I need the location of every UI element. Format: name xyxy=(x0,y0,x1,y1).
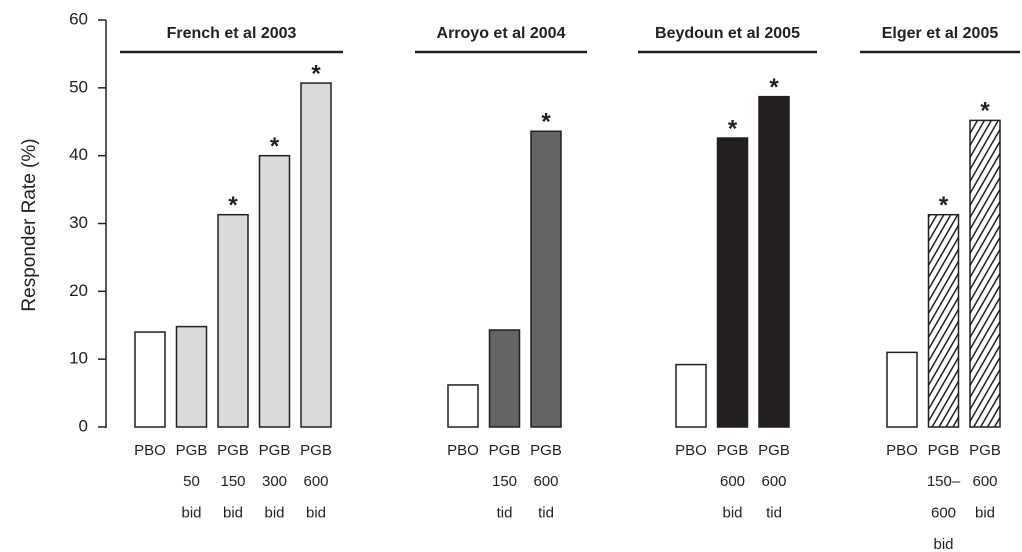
bar xyxy=(134,331,166,428)
y-tick-label: 60 xyxy=(69,9,88,28)
x-tick-label: PGB xyxy=(300,442,332,459)
x-tick-label: PBO xyxy=(886,442,918,459)
dose-label: 150 xyxy=(492,473,517,490)
bar xyxy=(530,130,562,428)
significance-star: * xyxy=(541,109,551,136)
bar xyxy=(300,82,332,428)
y-tick-label: 10 xyxy=(69,349,88,368)
dose-label: tid xyxy=(766,504,782,521)
x-tick-label: PGB xyxy=(969,442,1001,459)
x-tick-label: PBO xyxy=(447,442,479,459)
dose-label: 150– xyxy=(927,473,961,490)
x-tick-label: PGB xyxy=(717,442,749,459)
significance-star: * xyxy=(228,192,238,219)
significance-star: * xyxy=(728,115,738,142)
significance-star: * xyxy=(939,192,949,219)
dose-label: bid xyxy=(181,504,201,521)
dose-label: 600 xyxy=(533,473,558,490)
bar xyxy=(927,213,960,428)
bar xyxy=(217,213,249,428)
y-tick-label: 0 xyxy=(79,416,88,435)
bar xyxy=(716,137,749,428)
y-tick-label: 50 xyxy=(69,77,88,96)
bar xyxy=(886,351,918,428)
bar xyxy=(447,384,479,428)
significance-star: * xyxy=(311,60,321,87)
significance-star: * xyxy=(980,98,990,125)
group-title: French et al 2003 xyxy=(167,25,297,42)
y-tick-label: 30 xyxy=(69,213,88,232)
dose-label: 600 xyxy=(972,473,997,490)
bar xyxy=(675,363,707,428)
dose-label: 50 xyxy=(183,473,200,490)
dose-label: 600 xyxy=(303,473,328,490)
dose-label: 300 xyxy=(262,473,287,490)
dose-label: bid xyxy=(933,536,953,552)
dose-label: 150 xyxy=(220,473,245,490)
dose-label: 600 xyxy=(931,504,956,521)
dose-label: bid xyxy=(264,504,284,521)
x-tick-label: PGB xyxy=(259,442,291,459)
y-tick-label: 40 xyxy=(69,145,88,164)
group-title: Beydoun et al 2005 xyxy=(655,25,800,42)
x-tick-label: PGB xyxy=(489,442,521,459)
significance-star: * xyxy=(769,74,779,101)
bar xyxy=(488,329,521,428)
dose-label: 600 xyxy=(761,473,786,490)
dose-label: tid xyxy=(538,504,554,521)
bar xyxy=(969,119,1001,428)
x-tick-label: PBO xyxy=(675,442,707,459)
x-tick-label: PGB xyxy=(217,442,249,459)
x-tick-label: PGB xyxy=(758,442,790,459)
dose-label: bid xyxy=(306,504,326,521)
y-tick-label: 20 xyxy=(69,281,88,300)
dose-label: tid xyxy=(497,504,513,521)
dose-label: 600 xyxy=(720,473,745,490)
dose-label: bid xyxy=(722,504,742,521)
x-tick-label: PGB xyxy=(176,442,208,459)
bar xyxy=(175,325,208,428)
group-title: Arroyo et al 2004 xyxy=(437,25,566,42)
x-tick-label: PGB xyxy=(928,442,960,459)
x-tick-label: PBO xyxy=(134,442,166,459)
dose-label: bid xyxy=(223,504,243,521)
significance-star: * xyxy=(270,133,280,160)
bar xyxy=(758,95,790,428)
y-axis-label: Responder Rate (%) xyxy=(19,138,40,311)
x-tick-label: PGB xyxy=(530,442,562,459)
group-title: Elger et al 2005 xyxy=(882,25,999,42)
bar xyxy=(258,154,291,428)
dose-label: bid xyxy=(975,504,995,521)
